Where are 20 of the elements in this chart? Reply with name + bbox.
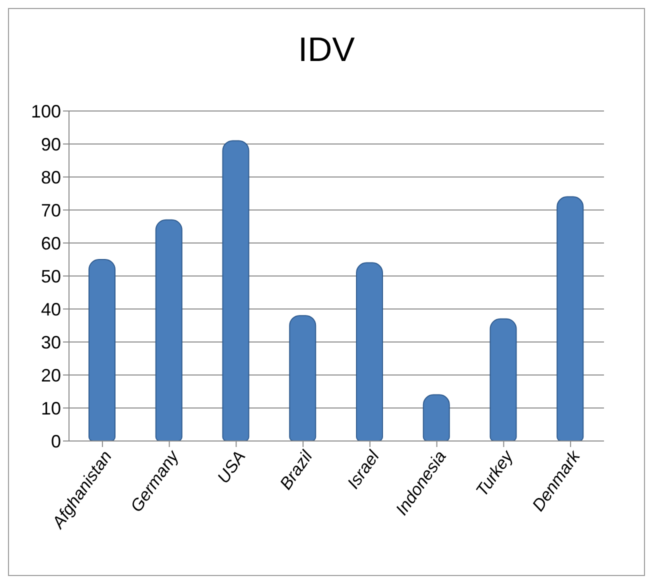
bar: [222, 140, 250, 441]
y-tick-label: 50: [40, 266, 61, 286]
chart-title: IDV: [297, 30, 356, 71]
bar: [422, 394, 450, 441]
bar: [556, 196, 584, 441]
bar: [356, 262, 383, 441]
bar: [289, 315, 316, 441]
y-tick-label: 70: [40, 200, 61, 220]
y-tick-label: 90: [40, 134, 61, 154]
y-tick-label: 30: [40, 332, 61, 352]
bar: [490, 318, 517, 441]
y-tick-label: 40: [40, 299, 61, 320]
y-tick-label: 80: [40, 167, 61, 188]
y-tick-label: 0: [50, 431, 61, 452]
bar: [155, 219, 182, 441]
y-tick-label: 10: [40, 398, 61, 418]
bar: [88, 259, 116, 441]
y-tick-label: 20: [40, 365, 61, 386]
y-tick-label: 100: [30, 101, 61, 122]
y-tick-label: 60: [40, 233, 61, 254]
